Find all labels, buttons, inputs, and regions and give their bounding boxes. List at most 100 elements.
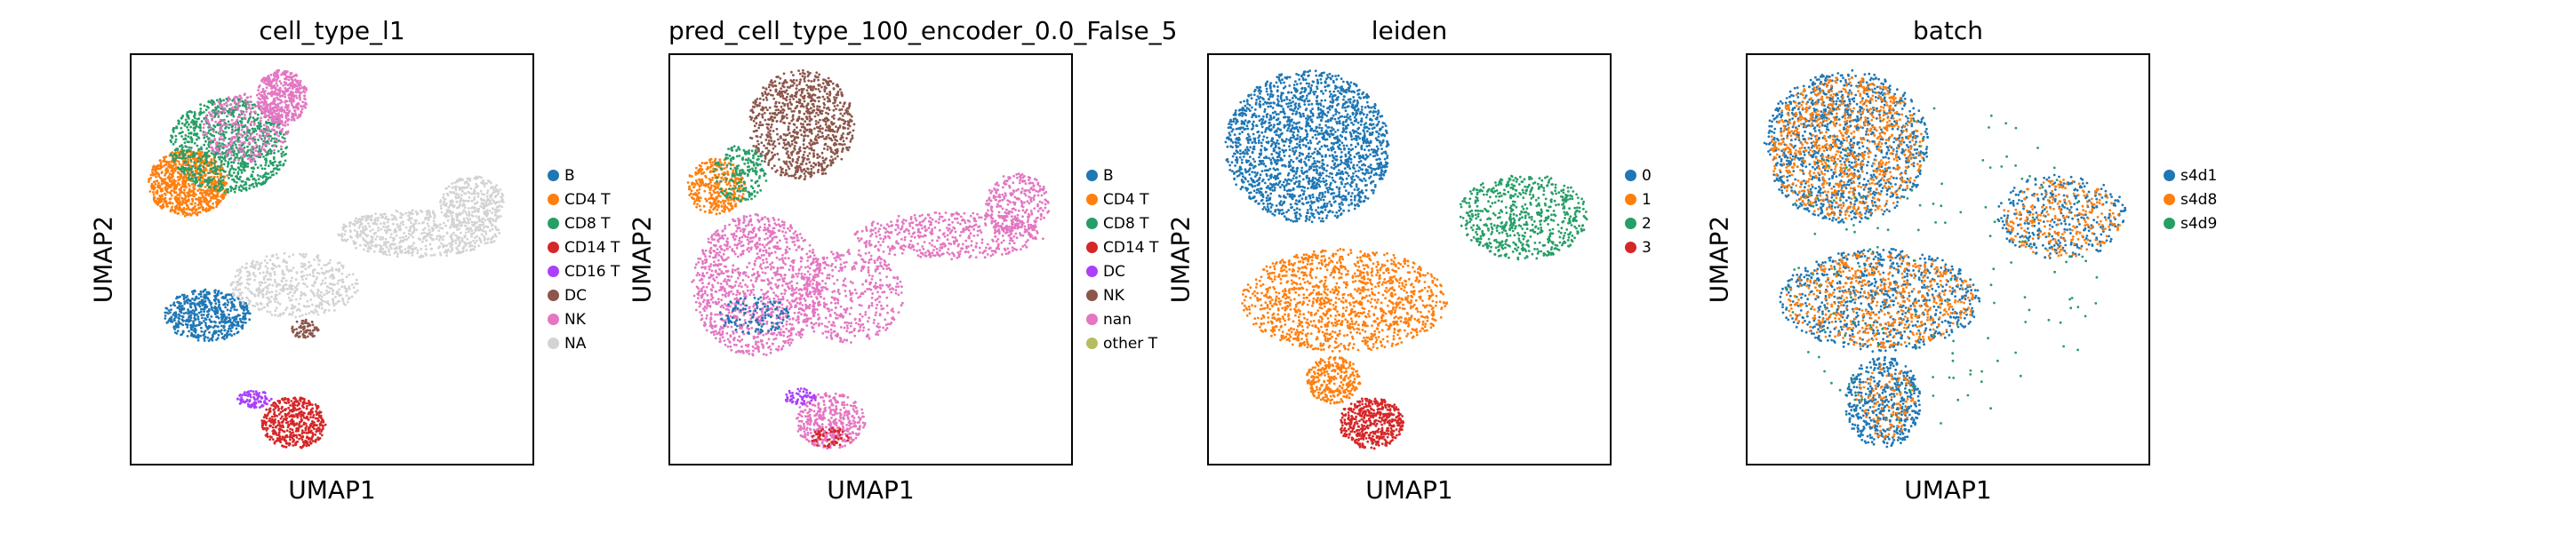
data-point bbox=[268, 148, 272, 151]
data-point bbox=[216, 201, 220, 203]
data-point bbox=[323, 293, 326, 297]
data-point bbox=[404, 235, 408, 238]
data-point bbox=[239, 175, 242, 179]
data-point bbox=[473, 206, 476, 210]
data-point bbox=[220, 123, 223, 127]
data-point bbox=[228, 320, 232, 323]
data-point bbox=[220, 152, 223, 155]
data-point bbox=[263, 76, 267, 80]
data-point bbox=[172, 171, 175, 174]
data-point bbox=[451, 240, 453, 243]
data-point bbox=[273, 144, 276, 147]
data-point bbox=[264, 161, 268, 164]
data-point bbox=[281, 273, 284, 275]
data-point bbox=[172, 157, 175, 161]
data-point bbox=[270, 290, 274, 294]
data-point bbox=[199, 169, 203, 172]
data-point bbox=[154, 183, 157, 186]
data-point bbox=[210, 158, 213, 161]
data-point bbox=[343, 286, 347, 290]
data-point bbox=[248, 277, 252, 281]
data-point bbox=[305, 330, 308, 333]
data-point bbox=[228, 138, 231, 140]
data-point bbox=[381, 237, 384, 241]
data-point bbox=[278, 314, 282, 317]
data-point bbox=[192, 335, 195, 338]
data-point bbox=[194, 166, 197, 170]
data-point bbox=[493, 233, 497, 236]
data-point bbox=[216, 123, 219, 126]
data-point bbox=[296, 284, 299, 287]
data-point bbox=[292, 79, 294, 83]
data-point bbox=[250, 120, 253, 123]
data-point bbox=[438, 245, 442, 248]
data-point bbox=[197, 297, 200, 300]
data-point bbox=[213, 324, 217, 328]
data-point bbox=[220, 132, 224, 136]
data-point bbox=[203, 339, 206, 342]
data-point bbox=[164, 314, 167, 317]
data-point bbox=[260, 116, 262, 120]
data-point bbox=[224, 136, 227, 139]
data-point bbox=[193, 141, 196, 145]
data-point bbox=[195, 208, 198, 211]
data-point bbox=[182, 170, 186, 173]
data-point bbox=[340, 285, 344, 289]
data-point bbox=[304, 267, 308, 271]
data-point bbox=[414, 246, 418, 250]
data-point bbox=[207, 326, 211, 330]
data-point bbox=[195, 152, 198, 155]
data-point bbox=[497, 201, 500, 203]
data-point bbox=[234, 100, 236, 104]
data-point bbox=[251, 292, 253, 295]
data-point bbox=[174, 134, 178, 138]
data-point bbox=[281, 313, 284, 315]
data-point bbox=[181, 150, 184, 154]
data-point bbox=[214, 330, 218, 333]
data-point bbox=[234, 175, 237, 179]
data-point bbox=[177, 122, 180, 125]
data-point bbox=[198, 173, 202, 177]
data-point bbox=[193, 114, 196, 117]
data-point bbox=[470, 248, 473, 251]
data-point bbox=[164, 174, 166, 177]
data-point bbox=[447, 206, 451, 209]
data-point bbox=[172, 209, 176, 212]
data-point bbox=[433, 224, 436, 227]
data-point bbox=[456, 236, 460, 240]
data-point bbox=[461, 247, 465, 251]
data-point bbox=[152, 172, 155, 175]
data-point bbox=[219, 128, 222, 131]
data-point bbox=[264, 114, 268, 117]
data-point bbox=[465, 180, 468, 184]
data-point bbox=[364, 217, 368, 220]
data-point bbox=[477, 244, 480, 247]
data-point bbox=[405, 251, 408, 254]
data-point bbox=[204, 299, 207, 303]
data-point bbox=[198, 123, 202, 126]
data-point bbox=[354, 290, 356, 294]
data-point bbox=[348, 225, 351, 227]
data-point bbox=[283, 154, 286, 156]
data-point bbox=[324, 269, 328, 273]
cluster-nk bbox=[256, 68, 308, 125]
data-point bbox=[435, 237, 438, 241]
data-point bbox=[392, 239, 395, 243]
data-point bbox=[186, 326, 189, 329]
data-point bbox=[203, 307, 205, 311]
data-point bbox=[269, 73, 273, 76]
data-point bbox=[284, 308, 287, 312]
data-point bbox=[287, 94, 290, 97]
data-point bbox=[187, 199, 190, 203]
data-point bbox=[455, 251, 459, 255]
data-point bbox=[214, 147, 218, 150]
data-point bbox=[188, 185, 191, 187]
data-point bbox=[159, 204, 162, 208]
data-point bbox=[323, 300, 326, 303]
data-point bbox=[482, 217, 484, 220]
data-point bbox=[359, 220, 363, 224]
data-point bbox=[451, 199, 453, 203]
data-point bbox=[208, 129, 211, 132]
data-point bbox=[193, 303, 196, 306]
data-point bbox=[244, 116, 247, 120]
